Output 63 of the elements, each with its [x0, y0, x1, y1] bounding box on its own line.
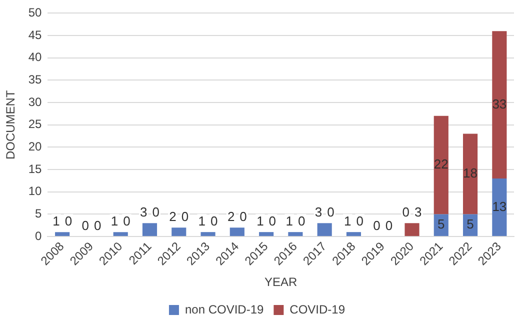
data-label: 0 — [82, 218, 89, 234]
bar — [142, 223, 158, 236]
data-label: 0 — [210, 214, 218, 229]
data-label: 3 — [314, 204, 322, 220]
y-tick-label: 45 — [28, 28, 42, 42]
data-label: 0 — [298, 214, 306, 229]
y-tick-label: 30 — [28, 94, 42, 109]
bar — [434, 116, 448, 214]
y-tick-label: 35 — [28, 72, 42, 87]
data-label: 1 — [256, 214, 264, 229]
data-label: 0 — [385, 218, 393, 234]
data-label: 0 — [373, 218, 380, 234]
y-tick-label: 40 — [28, 50, 42, 64]
y-tick-label: 0 — [35, 228, 42, 243]
data-label: 0 — [64, 214, 72, 229]
data-label: 5 — [438, 216, 445, 232]
data-label: 0 — [268, 214, 276, 229]
bar — [288, 232, 303, 236]
bar — [172, 228, 186, 236]
data-label: 0 — [152, 204, 160, 220]
bar — [113, 232, 128, 236]
data-label: 2 — [169, 209, 176, 224]
bar — [230, 228, 244, 236]
y-tick-label: 25 — [28, 117, 42, 132]
bar — [492, 178, 507, 236]
x-axis-title: YEAR — [264, 275, 298, 290]
data-label: 13 — [492, 198, 507, 214]
data-label: 0 — [356, 214, 364, 229]
bar — [492, 31, 507, 178]
data-label: 18 — [463, 166, 478, 181]
data-label: 33 — [492, 96, 507, 112]
data-label: 3 — [414, 204, 422, 220]
legend-label: COVID-19 — [290, 302, 346, 316]
data-label: 1 — [344, 214, 352, 229]
data-label: 0 — [94, 218, 102, 234]
bar — [200, 232, 216, 236]
data-label: 5 — [466, 216, 474, 232]
data-label: 1 — [286, 214, 293, 229]
bar — [404, 223, 420, 236]
y-tick-label: 15 — [28, 162, 42, 176]
data-label: 1 — [52, 214, 60, 229]
y-tick-label: 5 — [35, 206, 42, 221]
bar — [463, 134, 478, 214]
data-label: 1 — [110, 214, 118, 229]
bar — [463, 214, 478, 236]
y-tick-label: 20 — [28, 140, 42, 154]
bar — [259, 232, 274, 236]
data-label: 0 — [181, 209, 189, 224]
y-tick-label: 10 — [28, 184, 42, 198]
data-label: 22 — [434, 156, 448, 172]
bar — [55, 232, 70, 236]
data-label: 0 — [327, 204, 334, 220]
y-tick-label: 50 — [28, 6, 42, 20]
bar — [317, 223, 332, 236]
data-label: 0 — [240, 209, 247, 224]
data-label: 2 — [227, 209, 235, 224]
bar — [346, 232, 362, 236]
data-label: 1 — [198, 214, 206, 229]
data-label: 0 — [123, 214, 130, 229]
y-axis-title: DOCUMENT — [4, 90, 18, 160]
data-label: 0 — [402, 204, 410, 220]
data-label: 3 — [140, 204, 148, 220]
legend-label: non COVID-19 — [184, 302, 264, 316]
